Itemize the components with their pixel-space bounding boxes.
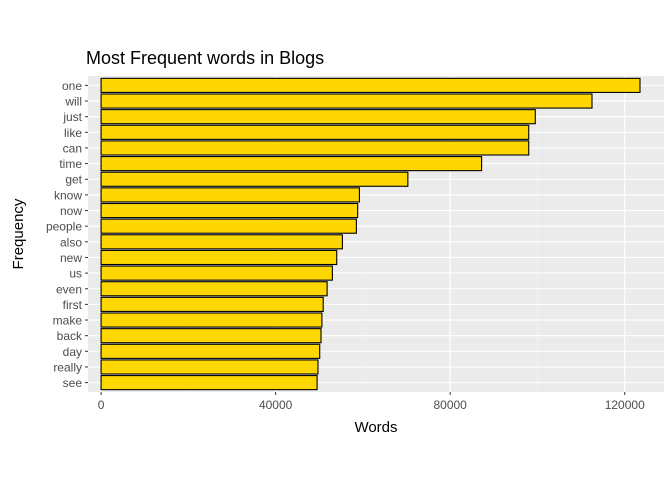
y-tick-label: can (63, 141, 82, 155)
y-tick-label: even (56, 282, 82, 296)
bar-one (100, 77, 641, 93)
y-tick-label: just (62, 110, 82, 124)
bar-will (100, 93, 593, 109)
y-tick-label: see (63, 376, 83, 390)
y-tick-label: make (53, 314, 83, 328)
y-tick-label: one (62, 79, 82, 93)
bar-day (100, 343, 321, 359)
y-tick-label: get (65, 173, 82, 187)
bar-really (100, 359, 319, 375)
bar-new (100, 249, 338, 266)
bar-people (100, 218, 357, 234)
y-tick-label: first (63, 298, 83, 312)
y-axis-label: Frequency (10, 198, 27, 269)
y-tick-label: people (46, 220, 82, 234)
bar-time (100, 156, 483, 172)
y-tick-label: time (59, 157, 82, 171)
bar-can (100, 140, 530, 156)
x-tick-label: 80000 (433, 398, 467, 412)
bar-now (100, 202, 359, 219)
x-axis-label: Words (354, 419, 397, 436)
bar-just (100, 109, 536, 125)
y-tick-label: now (60, 204, 82, 218)
bar-even (100, 281, 328, 297)
y-tick-label: also (60, 235, 82, 249)
bar-make (100, 312, 323, 328)
bar-like (100, 124, 530, 140)
y-tick-label: day (63, 345, 82, 359)
bar-see (100, 375, 318, 391)
x-tick-label: 40000 (259, 398, 293, 412)
y-tick-label: back (57, 329, 83, 343)
y-tick-label: know (54, 188, 82, 202)
x-axis: 0 40000 80000 120000 (98, 392, 645, 412)
y-tick-label: new (60, 251, 82, 265)
y-tick-label: really (53, 360, 82, 374)
bar-know (100, 187, 360, 203)
bar-us (100, 265, 333, 281)
y-tick-label: us (69, 267, 82, 281)
chart-title: Most Frequent words in Blogs (86, 48, 325, 68)
y-tick-label: will (64, 95, 82, 109)
bar-get (100, 171, 409, 187)
x-tick-label: 120000 (605, 398, 645, 412)
bar-back (100, 328, 322, 344)
x-tick-label: 0 (98, 398, 105, 412)
bar-also (100, 234, 343, 250)
bars (100, 77, 641, 391)
bar-first (100, 296, 324, 312)
y-tick-label: like (64, 126, 82, 140)
